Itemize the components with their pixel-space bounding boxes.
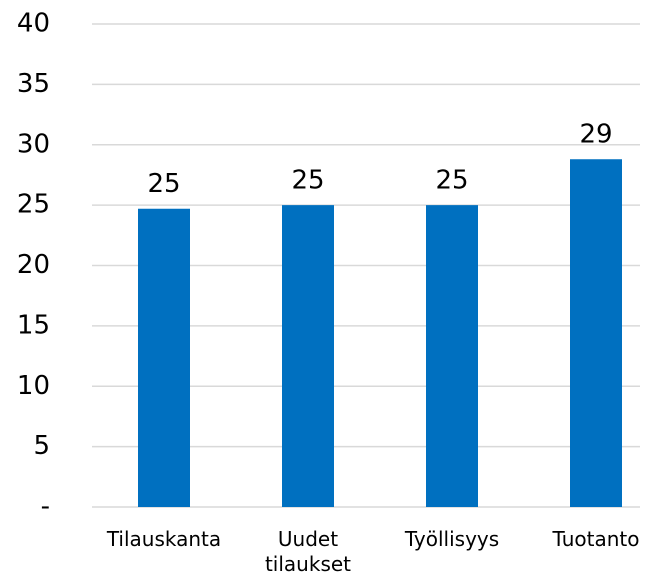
y-tick-label: 20 [17, 250, 50, 280]
x-tick-label: Uudet tilaukset [264, 527, 352, 576]
x-tick-label: Työllisyys [404, 527, 500, 551]
value-label: 25 [147, 169, 180, 199]
x-tick-label: Tuotanto [552, 527, 640, 551]
bar [570, 159, 622, 508]
bar [282, 205, 334, 507]
y-tick-label: 10 [17, 371, 50, 401]
y-tick-label: 30 [17, 129, 50, 159]
y-tick-label: 35 [17, 69, 50, 99]
y-tick-label: - [41, 492, 50, 522]
y-tick-label: 25 [17, 190, 50, 220]
value-label: 29 [579, 120, 612, 150]
x-tick-label: Tilauskanta [106, 527, 222, 551]
y-tick-label: 15 [17, 310, 50, 340]
value-label: 25 [435, 166, 468, 196]
y-tick-label: 5 [33, 431, 50, 461]
value-label: 25 [291, 166, 324, 196]
bar [138, 208, 190, 507]
y-tick-label: 40 [17, 9, 50, 39]
bar [426, 205, 478, 507]
